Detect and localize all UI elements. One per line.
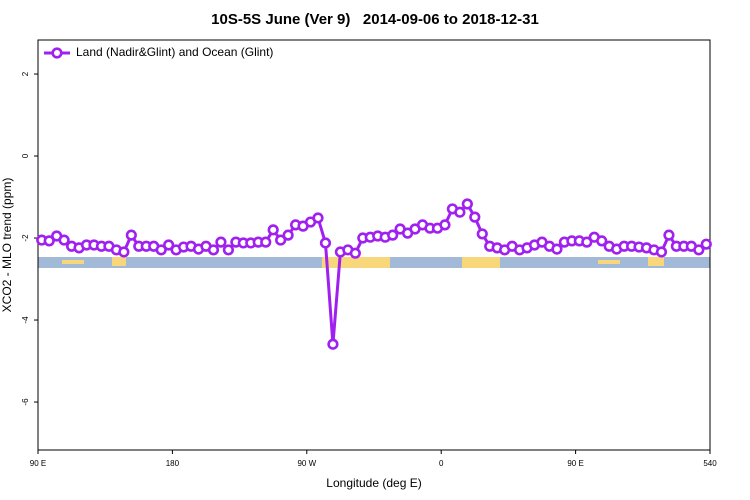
x-tick-label: 90 W: [297, 459, 316, 468]
data-point: [267, 224, 279, 236]
x-axis-label: Longitude (deg E): [326, 476, 421, 490]
y-tick-label: 0: [21, 153, 30, 158]
data-point: [260, 236, 272, 248]
legend-marker: [51, 47, 63, 59]
data-point: [469, 211, 481, 223]
data-point: [312, 212, 324, 224]
data-point: [222, 244, 234, 256]
data-point: [663, 229, 675, 241]
data-point: [454, 206, 466, 218]
y-axis-label: XCO2 - MLO trend (ppm): [0, 178, 14, 313]
data-point: [163, 239, 175, 251]
data-point: [349, 247, 361, 259]
data-point: [581, 236, 593, 248]
map-strip: [38, 257, 710, 268]
data-point: [461, 198, 473, 210]
data-point: [207, 244, 220, 256]
data-point: [596, 235, 608, 247]
data-point: [551, 243, 563, 255]
chart-title: 10S-5S June (Ver 9) 2014-09-06 to 2018-1…: [211, 11, 539, 28]
data-point: [118, 246, 130, 258]
data-point: [439, 219, 451, 231]
data-point: [476, 228, 488, 240]
data-point: [327, 338, 339, 350]
land-patch: [112, 257, 126, 266]
data-point: [387, 229, 399, 241]
data-point: [125, 229, 137, 241]
land-patch: [648, 257, 664, 266]
data-point: [155, 244, 167, 256]
y-tick-label: -6: [21, 398, 30, 406]
x-tick-label: 180: [166, 459, 180, 468]
y-tick-label: -4: [21, 316, 30, 324]
y-tick-label: 2: [21, 71, 30, 76]
data-point: [215, 236, 227, 248]
land-patch: [62, 260, 84, 264]
x-tick-label: 540: [703, 459, 717, 468]
land-patch: [598, 260, 620, 264]
data-point: [282, 229, 294, 241]
data-point: [693, 244, 705, 256]
x-tick-label: 90 E: [30, 459, 46, 468]
data-point: [655, 246, 668, 258]
land-patch: [322, 257, 390, 268]
x-tick-label: 90 E: [567, 459, 583, 468]
data-point: [319, 237, 332, 249]
data-point: [58, 234, 70, 246]
y-tick-label: -2: [21, 234, 30, 242]
land-patch: [462, 257, 500, 268]
legend-label: Land (Nadir&Glint) and Ocean (Glint): [76, 45, 273, 59]
x-tick-label: 0: [439, 459, 444, 468]
data-point: [275, 234, 287, 246]
data-point: [43, 235, 55, 247]
data-point: [700, 238, 712, 250]
